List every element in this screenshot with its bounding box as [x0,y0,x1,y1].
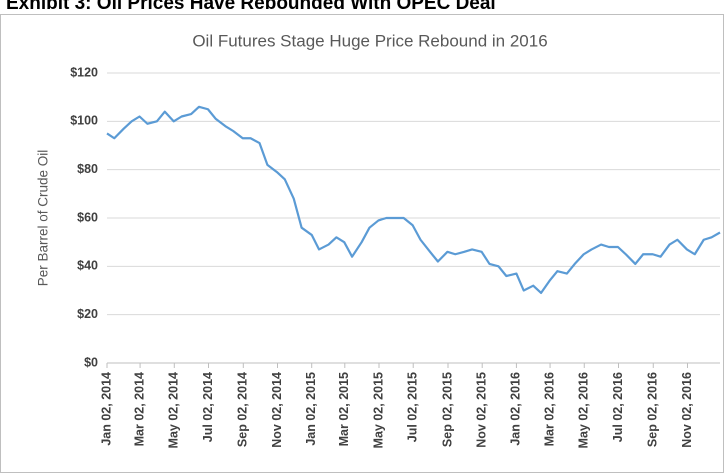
x-tick-label: Jul 02, 2015 [406,372,420,442]
x-tick-label: Mar 02, 2014 [132,372,146,446]
x-tick-label: Sep 02, 2014 [236,372,250,447]
chart-title: Oil Futures Stage Huge Price Rebound in … [192,31,547,50]
x-tick-label: Nov 02, 2014 [270,372,284,448]
x-tick-label: May 02, 2016 [577,372,591,448]
x-tick-label: Nov 02, 2016 [680,372,694,448]
x-tick-label: Jul 02, 2016 [611,372,625,442]
x-tick-label: May 02, 2014 [167,372,181,448]
x-tick-label: Mar 02, 2016 [542,372,556,446]
y-tick-label: $20 [77,307,98,321]
x-tick-label: Mar 02, 2015 [337,372,351,446]
x-tick-label: Jan 02, 2016 [509,372,523,446]
x-tick-label: Jul 02, 2014 [201,372,215,442]
x-tick-label: Sep 02, 2016 [646,372,660,447]
x-tick-label: Jan 02, 2015 [304,372,318,446]
y-tick-label: $0 [84,355,98,369]
x-tick-label: Sep 02, 2015 [440,372,454,447]
heading: Exhibit 3: Oil Prices Have Rebounded Wit… [6,0,496,14]
y-tick-label: $100 [70,114,98,128]
price-line [106,105,721,295]
y-tick-label: $80 [77,162,98,176]
y-tick-label: $60 [77,210,98,224]
y-tick-label: $120 [70,65,98,79]
y-tick-label: $40 [77,259,98,273]
y-axis-label: Per Barrel of Crude Oil [36,150,51,287]
x-tick-label: Nov 02, 2015 [475,372,489,448]
x-tick-label: Jan 02, 2014 [99,372,113,446]
x-tick-label: May 02, 2015 [371,372,385,448]
